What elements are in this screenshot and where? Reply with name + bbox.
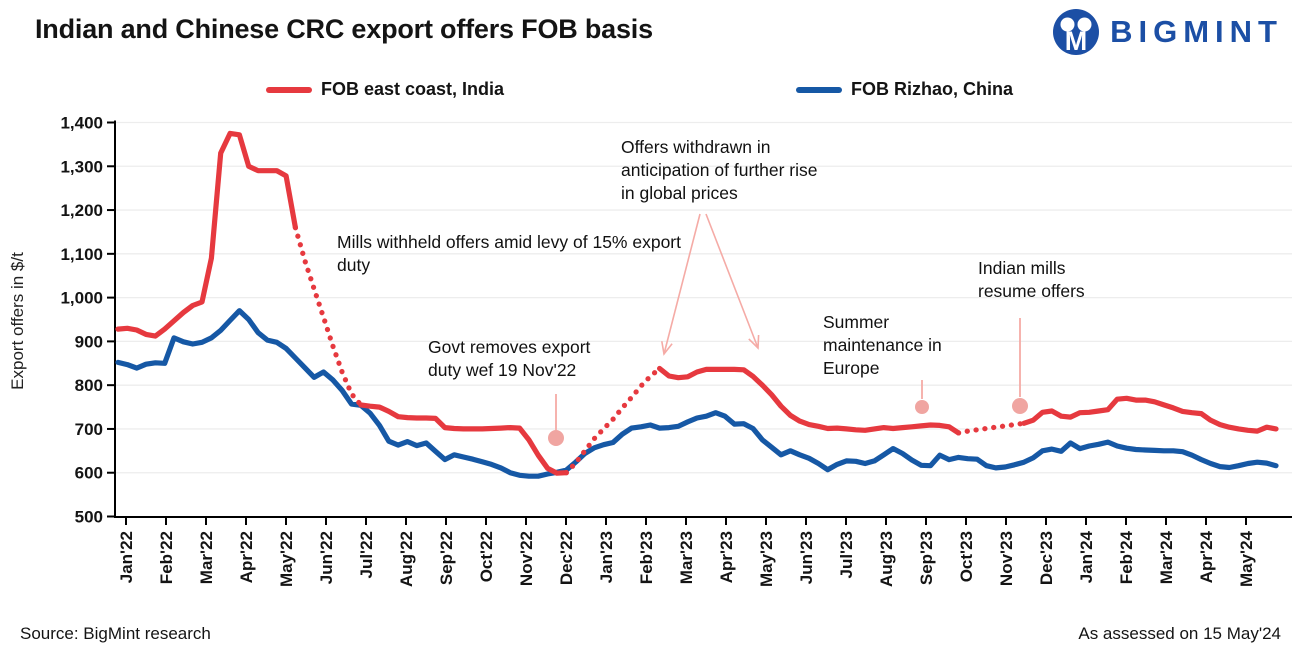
x-tick-label: May'22 [277,531,296,587]
x-tick-label: Aug'22 [397,531,416,587]
x-tick-label: Jan'22 [117,531,136,583]
y-tick-label: 500 [75,508,103,527]
legend-label-china: FOB Rizhao, China [851,79,1013,99]
x-tick-label: Mar'24 [1157,530,1176,584]
legend-swatch-china [796,86,842,93]
x-tick-label: Jun'23 [797,531,816,584]
x-tick-label: Sep'22 [437,531,456,585]
y-tick-label: 800 [75,376,103,395]
x-tick-label: May'23 [757,531,776,587]
annotation-mills-withheld: Mills withheld offers amid levy of 15% e… [337,232,681,276]
y-tick-label: 900 [75,332,103,351]
annotation-pointers [548,213,1028,446]
y-axis-title: Export offers in $/t [8,252,27,390]
legend-label-india: FOB east coast, India [321,79,505,99]
legend-item-china: FOB Rizhao, China [796,79,1013,100]
x-tick-label: Nov'22 [517,531,536,586]
x-tick-label: Dec'23 [1037,531,1056,585]
x-tick-label: Apr'22 [237,531,256,583]
annotation-offers-withdrawn: Offers withdrawn in anticipation of furt… [621,137,818,204]
x-tick-label: Mar'22 [197,531,216,584]
source-note: Source: BigMint research [20,624,211,643]
y-tick-label: 1,100 [60,245,103,264]
x-tick-label: Jan'23 [597,531,616,583]
x-tick-label: Aug'23 [877,531,896,587]
x-tick-label: Oct'22 [477,531,496,582]
svg-text:M: M [1065,26,1088,56]
x-tick-label: Apr'24 [1197,530,1216,583]
x-tick-label: Jul'23 [837,531,856,579]
y-tick-label: 1,300 [60,157,103,176]
brand-logo-text: BIGMINT [1110,14,1283,49]
y-tick-label: 700 [75,420,103,439]
series-india-line [115,130,1279,476]
legend-item-india: FOB east coast, India [266,79,504,100]
y-tick-label: 1,000 [60,289,103,308]
legend-swatch-india [266,86,312,93]
y-tick-label: 1,200 [60,201,103,220]
annotation-indian-mills-resume: Indian mills resume offers [978,258,1085,302]
annotation-summer-maintenance: Summer maintenance in Europe [823,312,942,379]
x-tick-label: Sep'23 [917,531,936,585]
x-tick-label: Mar'23 [677,531,696,584]
page-title: Indian and Chinese CRC export offers FOB… [35,14,653,44]
x-tick-label: Feb'22 [157,531,176,584]
x-tick-label: May'24 [1237,530,1256,587]
x-tick-label: Feb'24 [1117,530,1136,584]
brand-logo: M BIGMINT [1052,8,1283,56]
y-tick-label: 600 [75,464,103,483]
x-tick-label: Dec'22 [557,531,576,585]
x-tick-label: Feb'23 [637,531,656,584]
x-tick-label: Oct'23 [957,531,976,582]
bigmint-owl-icon: M [1053,9,1100,56]
assessed-date-note: As assessed on 15 May'24 [1078,624,1281,643]
annotation-govt-removes-duty: Govt removes export duty wef 19 Nov'22 [428,337,591,381]
x-tick-label: Jul'22 [357,531,376,579]
x-tick-label: Jun'22 [317,531,336,584]
y-tick-label: 1,400 [60,114,103,133]
x-tick-label: Nov'23 [997,531,1016,586]
axes: 500 600 700 800 900 1,000 1,100 1,200 1,300 1,400… [60,114,1292,587]
x-tick-label: Jan'24 [1077,530,1096,583]
x-tick-label: Apr'23 [717,531,736,583]
gridlines [115,121,1292,474]
series-china-line [115,308,1279,479]
